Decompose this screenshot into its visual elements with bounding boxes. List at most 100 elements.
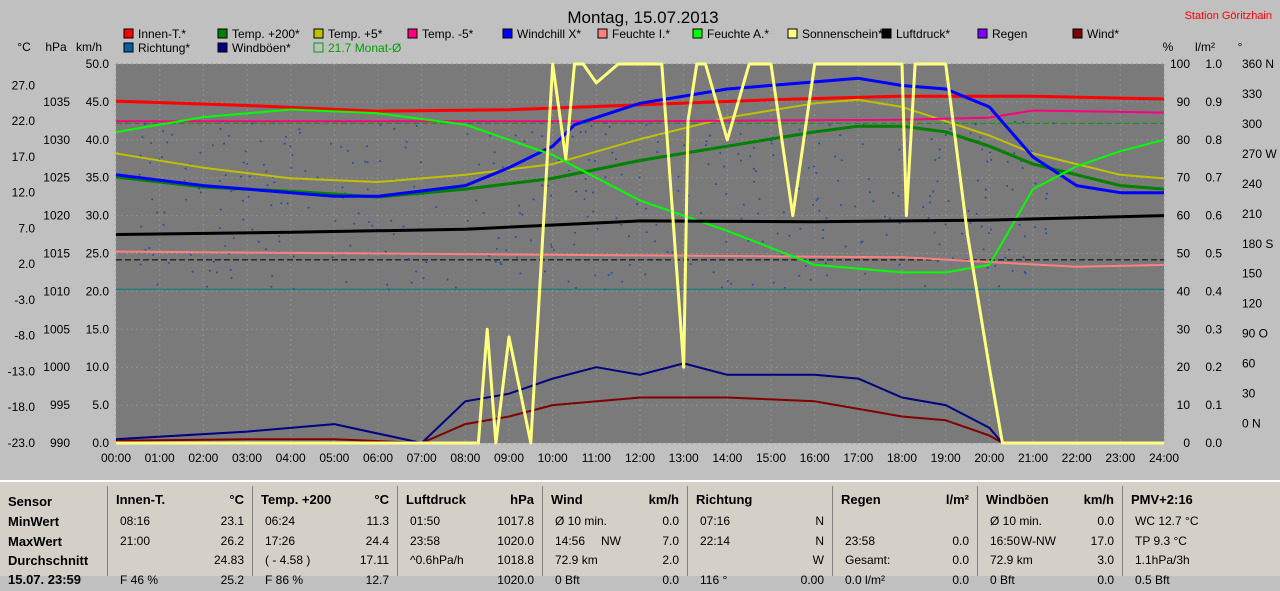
stats-column-header: Temp. +200 °C — [261, 492, 389, 507]
direction-dot — [798, 128, 801, 131]
stats-cell: 1.1hPa/3h — [1135, 553, 1190, 567]
direction-dot — [677, 189, 680, 192]
direction-dot — [944, 133, 947, 136]
stats-cell: 01:50 — [410, 514, 441, 528]
direction-dot — [749, 155, 752, 158]
direction-dot — [592, 210, 595, 213]
temp-tick-label: 7.0 — [18, 221, 35, 235]
stats-cell: 1018.8 — [497, 553, 534, 567]
stats-column-header: Wind km/h — [551, 492, 679, 507]
direction-dot — [929, 201, 932, 204]
direction-dot — [575, 190, 578, 193]
direction-dot — [404, 146, 407, 149]
kmh-tick-label: 10.0 — [86, 360, 110, 374]
hpa-tick-label: 1005 — [43, 322, 70, 336]
direction-dot — [798, 274, 801, 277]
stats-row: 72.9 km 2.0 — [551, 553, 679, 571]
stats-cell: 08:16 — [120, 514, 151, 528]
direction-dot — [620, 173, 623, 176]
stats-cell: 0.0 — [1097, 572, 1114, 587]
direction-dot — [989, 228, 992, 231]
stats-row: 08:16 23.1 — [116, 514, 244, 532]
direction-dot — [1052, 122, 1055, 125]
temp-tick-label: 27.0 — [12, 78, 36, 92]
stats-cell: Gesamt: — [845, 553, 891, 567]
x-tick-label: 12:00 — [625, 451, 655, 465]
direction-dot — [592, 191, 595, 194]
legend-label: Sonnenschein* — [802, 27, 883, 41]
direction-dot — [834, 155, 837, 158]
unit-label: km/h — [76, 40, 102, 54]
direction-dot — [366, 188, 369, 191]
direction-dot — [166, 141, 169, 144]
direction-dot — [656, 140, 659, 143]
direction-dot — [240, 175, 243, 178]
direction-dot — [143, 122, 146, 125]
direction-dot — [821, 236, 824, 239]
deg-tick-label: 90 O — [1242, 327, 1268, 341]
kmh-tick-label: 5.0 — [92, 398, 109, 412]
rain-tick-label: 0.0 — [1205, 436, 1222, 450]
direction-dot — [583, 198, 586, 201]
stats-column-header: Luftdruck hPa — [406, 492, 534, 507]
legend-label: Luftdruck* — [896, 27, 950, 41]
rain-tick-label: 0.5 — [1205, 247, 1222, 261]
unit-label: ° — [1238, 40, 1243, 54]
direction-dot — [278, 240, 281, 243]
direction-dot — [567, 280, 570, 283]
direction-dot — [341, 186, 344, 189]
kmh-tick-label: 45.0 — [86, 95, 110, 109]
x-tick-label: 11:00 — [582, 451, 611, 465]
direction-dot — [466, 133, 469, 136]
direction-dot — [273, 181, 276, 184]
direction-dot — [230, 190, 233, 193]
direction-dot — [514, 235, 517, 238]
direction-dot — [930, 138, 933, 141]
direction-dot — [265, 170, 268, 173]
direction-dot — [189, 253, 192, 256]
stats-cell: N — [815, 533, 824, 548]
stats-row: 0.0 l/m² 0.0 — [841, 573, 969, 591]
direction-dot — [185, 198, 188, 201]
stats-cell: 0.0 — [662, 572, 679, 587]
direction-dot — [162, 130, 165, 133]
direction-dot — [922, 205, 925, 208]
direction-dot — [141, 136, 144, 139]
direction-dot — [543, 270, 546, 273]
direction-dot — [242, 161, 245, 164]
direction-dot — [1018, 223, 1021, 226]
stats-cell: 26.2 — [220, 533, 244, 548]
direction-dot — [700, 212, 703, 215]
direction-dot — [1021, 166, 1024, 169]
x-tick-label: 14:00 — [712, 451, 742, 465]
stats-cell: 0.0 — [662, 514, 679, 528]
direction-dot — [162, 223, 165, 226]
hpa-tick-label: 1030 — [43, 133, 70, 147]
rain-tick-label: 0.2 — [1205, 360, 1222, 374]
stats-cell: 72.9 km — [990, 553, 1033, 567]
direction-dot — [271, 275, 274, 278]
direction-dot — [818, 142, 821, 145]
kmh-tick-label: 15.0 — [86, 322, 110, 336]
direction-dot — [1023, 235, 1026, 238]
stats-cell: 24.83 — [213, 553, 244, 567]
direction-dot — [218, 179, 221, 182]
direction-dot — [521, 213, 524, 216]
legend-swatch — [123, 28, 134, 39]
stats-column: Regen l/m² 23:58 0.0 Gesamt: 0.0 0.0 l/m² 0.0 — [832, 486, 977, 587]
direction-dot — [499, 261, 502, 264]
direction-dot — [222, 142, 225, 145]
legend-label: Feuchte A.* — [707, 27, 769, 41]
direction-dot — [241, 199, 244, 202]
direction-dot — [199, 191, 202, 194]
legend-label: Regen — [992, 27, 1027, 41]
direction-dot — [816, 197, 819, 200]
direction-dot — [152, 253, 155, 256]
direction-dot — [636, 203, 639, 206]
stats-cell: 0.0 — [1097, 514, 1114, 528]
direction-dot — [753, 180, 756, 183]
direction-dot — [219, 127, 222, 130]
direction-dot — [368, 220, 371, 223]
direction-dot — [242, 218, 245, 221]
row-label-time: 15.07. 23:59 — [8, 572, 82, 587]
